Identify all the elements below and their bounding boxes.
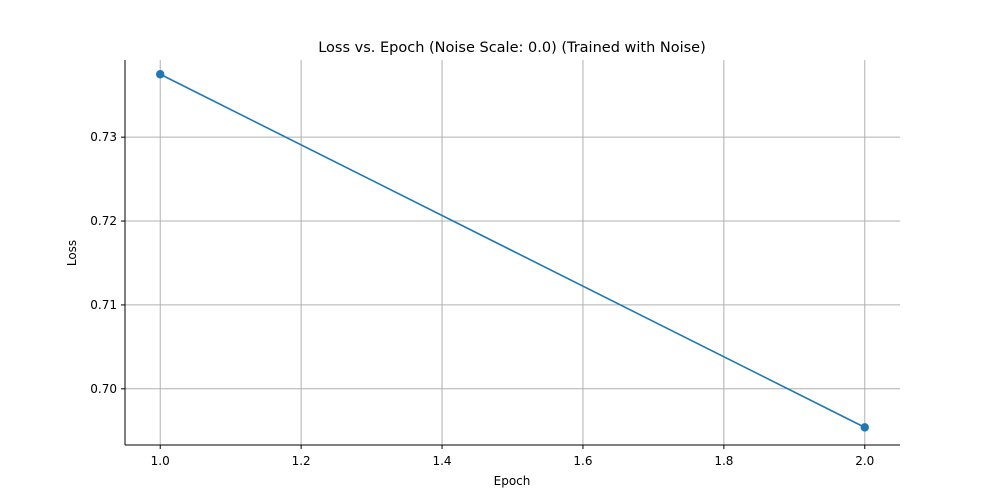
chart-title: Loss vs. Epoch (Noise Scale: 0.0) (Train… [318,40,706,56]
x-tick-label: 1.2 [292,454,311,468]
x-tick-label: 1.0 [151,454,170,468]
axes [124,60,900,446]
x-tick-label: 1.6 [573,454,592,468]
y-tick-label: 0.71 [90,298,117,312]
x-tick-label: 1.8 [714,454,733,468]
x-ticks: 1.0 1.2 1.4 1.6 1.8 2.0 [151,445,874,468]
y-axis-label: Loss [65,240,79,266]
series-line [159,73,866,429]
x-tick-label: 1.4 [432,454,451,468]
series-layer [156,70,869,432]
x-axis-label: Epoch [494,474,531,488]
y-tick-label: 0.72 [90,214,117,228]
y-tick-label: 0.70 [90,382,117,396]
y-ticks: 0.70 0.71 0.72 0.73 [90,130,125,396]
data-point [860,423,869,432]
data-point [156,70,165,79]
x-gridlines [159,60,866,445]
y-gridlines [125,136,900,390]
y-tick-label: 0.73 [90,130,117,144]
x-tick-label: 2.0 [855,454,874,468]
